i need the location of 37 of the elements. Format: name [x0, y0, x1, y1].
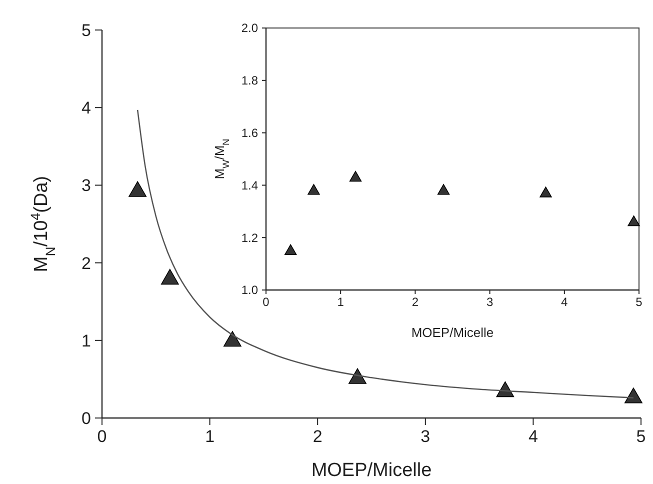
y-tick-label: 1.0 [241, 283, 258, 298]
point [349, 170, 362, 182]
point [437, 184, 450, 195]
y-tick-label: 5 [82, 20, 91, 40]
y-tick-label: 2.0 [241, 21, 258, 36]
y-tick-label: 4 [82, 98, 91, 118]
y-tick-label: 1.2 [241, 230, 258, 245]
y-tick-label: 3 [82, 176, 91, 196]
x-tick-label: 1 [337, 295, 344, 309]
x-tick-label: 2 [312, 427, 322, 446]
point [348, 368, 366, 384]
y-tick-label: 0 [82, 408, 91, 428]
x-tick-label: 0 [262, 295, 270, 309]
point [308, 184, 320, 195]
y-tick-label: 1.4 [241, 178, 258, 192]
x-tick-label: 3 [486, 295, 494, 309]
point [624, 388, 642, 404]
x-tick-label: 5 [636, 295, 643, 309]
x-tick-label: 5 [636, 427, 646, 446]
x-tick-label: 3 [420, 427, 430, 446]
x-tick-label: 4 [528, 427, 538, 446]
y-tick-label: 1.6 [241, 126, 258, 140]
x-tick-label: 1 [205, 427, 215, 446]
x-tick-label: 2 [412, 295, 419, 309]
point [628, 215, 640, 226]
x-tick-label: 0 [97, 427, 107, 446]
point [128, 181, 147, 197]
y-tick-label: 1 [82, 331, 91, 350]
point [540, 186, 552, 198]
point [160, 268, 179, 285]
x-tick-label: 4 [561, 295, 568, 309]
x-axis-title: MOEP/Micelle [411, 325, 494, 340]
point [284, 244, 297, 255]
point [223, 331, 242, 347]
y-tick-label: 2 [82, 254, 91, 273]
x-axis-title: MOEP/Micelle [311, 460, 432, 481]
y-tick-label: 1.8 [241, 74, 258, 88]
